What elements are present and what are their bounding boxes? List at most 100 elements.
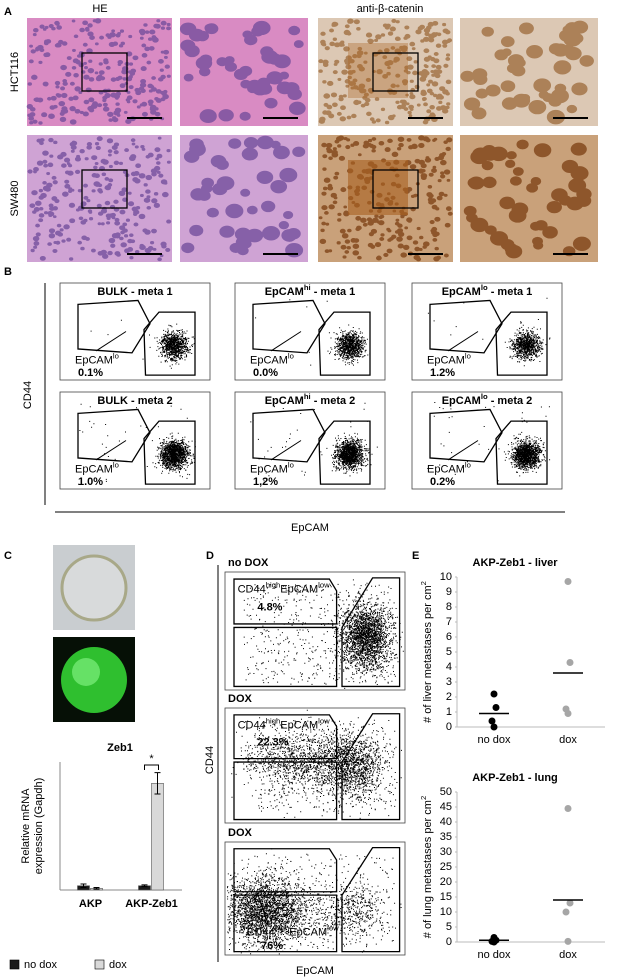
data-point xyxy=(490,690,498,698)
y-tick-label: 5 xyxy=(446,646,452,658)
panel-label: A xyxy=(4,6,12,18)
gate-label-part: EpCAM xyxy=(250,355,288,367)
x-tick-label: dox xyxy=(559,949,577,961)
gate xyxy=(233,578,338,625)
plot-title-part: - meta 2 xyxy=(311,395,356,407)
y-axis-label-part: # of lung metastases per cm xyxy=(422,800,434,938)
x-tick-label: dox xyxy=(559,734,577,746)
plot-title-part: EpCAM xyxy=(442,286,481,298)
gate-label: CD44highEpCAMlow xyxy=(238,716,331,731)
gate-pointer xyxy=(95,331,127,352)
panel-label: B xyxy=(4,266,12,278)
gate-percent: 0.1% xyxy=(78,367,103,379)
plot-title: BULK - meta 2 xyxy=(97,395,172,407)
gate-pointer xyxy=(447,331,479,352)
plot-title-part: lo xyxy=(481,392,488,401)
data-point xyxy=(492,704,500,711)
gate xyxy=(252,299,326,354)
y-tick-label: 8 xyxy=(446,601,452,613)
gate-label-part: high xyxy=(275,923,290,932)
gate xyxy=(233,626,338,688)
row-label: SW480 xyxy=(9,180,21,216)
nuclei xyxy=(463,139,592,259)
panel-label: E xyxy=(412,550,419,562)
y-axis-label-part: 2 xyxy=(419,581,428,585)
flow-events xyxy=(243,579,404,689)
data-point xyxy=(564,578,572,585)
gate-label-part: EpCAM xyxy=(280,584,318,596)
gate-label-part: EpCAM xyxy=(75,355,113,367)
nuclei xyxy=(26,18,172,125)
gate xyxy=(143,420,196,485)
gate-pointer xyxy=(447,440,479,461)
gate xyxy=(318,420,371,485)
plot-title: DOX xyxy=(228,827,253,839)
plot-title: EpCAMhi - meta 1 xyxy=(265,283,356,298)
y-tick-label: 0 xyxy=(446,936,452,948)
nuclei xyxy=(179,20,306,123)
annotation: * xyxy=(149,753,154,765)
nuclei xyxy=(27,136,172,262)
plot-title-part: BULK - meta 1 xyxy=(97,286,172,298)
gate-label: EpCAMlo xyxy=(427,460,471,475)
plot-title: EpCAMhi - meta 2 xyxy=(265,392,356,407)
gate-percent: 22.3% xyxy=(257,736,288,748)
y-tick-label: 3 xyxy=(446,676,452,688)
gate-label: EpCAMlo xyxy=(427,351,471,366)
gate-label: EpCAMlo xyxy=(75,460,119,475)
error-bar xyxy=(154,772,161,795)
gate xyxy=(233,761,338,821)
panel-label: D xyxy=(206,550,214,562)
gate-percent: 1.2% xyxy=(430,367,455,379)
bar xyxy=(151,783,164,891)
x-tick-label: no dox xyxy=(477,949,511,961)
flow-events xyxy=(427,402,551,485)
x-axis-label: EpCAM xyxy=(291,522,329,534)
gate-label-part: lo xyxy=(288,351,294,360)
y-tick-label: 6 xyxy=(446,631,452,643)
flow-events xyxy=(250,402,378,482)
gate-label-part: EpCAM xyxy=(427,464,465,476)
y-tick-label: 4 xyxy=(446,661,452,673)
gate-label-part: lo xyxy=(465,460,471,469)
plot-title: no DOX xyxy=(228,557,269,569)
plot-title: DOX xyxy=(228,693,253,705)
y-axis-label: # of liver metastases per cm2 xyxy=(419,581,434,723)
plot-title-part: - meta 1 xyxy=(311,286,356,298)
data-point xyxy=(490,723,498,731)
plot-title-part: lo xyxy=(481,283,488,292)
gate-label: CD44highEpCAMlow xyxy=(247,923,340,938)
x-axis-label: EpCAM xyxy=(296,965,334,977)
gate-label-part: lo xyxy=(113,460,119,469)
flow-events xyxy=(90,319,195,369)
y-tick-label: 10 xyxy=(440,571,452,583)
gate-pointer xyxy=(270,440,302,461)
gate-label-part: CD44 xyxy=(247,926,275,938)
flow-plot xyxy=(59,391,211,490)
y-tick-label: 5 xyxy=(446,921,452,933)
plot-title-part: hi xyxy=(304,283,311,292)
gate-label-part: CD44 xyxy=(238,584,266,596)
zoom-box xyxy=(81,169,128,209)
data-point xyxy=(564,937,572,945)
y-tick-label: 35 xyxy=(440,831,452,843)
plot-title: EpCAMlo - meta 1 xyxy=(442,283,533,298)
y-tick-label: 9 xyxy=(446,586,452,598)
y-tick-label: 7 xyxy=(446,616,452,628)
data-point xyxy=(566,899,574,907)
gate xyxy=(143,311,196,376)
gate-label-part: low xyxy=(318,716,330,725)
y-tick-label: 30 xyxy=(440,846,452,858)
zoom-box xyxy=(372,52,419,92)
plot-title-part: EpCAM xyxy=(442,395,481,407)
cell-gfp-bright xyxy=(72,658,100,686)
y-axis-label-part: 2 xyxy=(419,796,428,800)
gate xyxy=(429,408,503,463)
y-tick-label: 25 xyxy=(440,861,452,873)
legend-swatch xyxy=(9,959,20,970)
y-tick-label: 20 xyxy=(440,876,452,888)
gate xyxy=(429,299,503,354)
gate-percent: 0.0% xyxy=(253,367,278,379)
chart-title: AKP-Zeb1 - lung xyxy=(472,772,558,784)
flow-plot xyxy=(59,282,211,381)
